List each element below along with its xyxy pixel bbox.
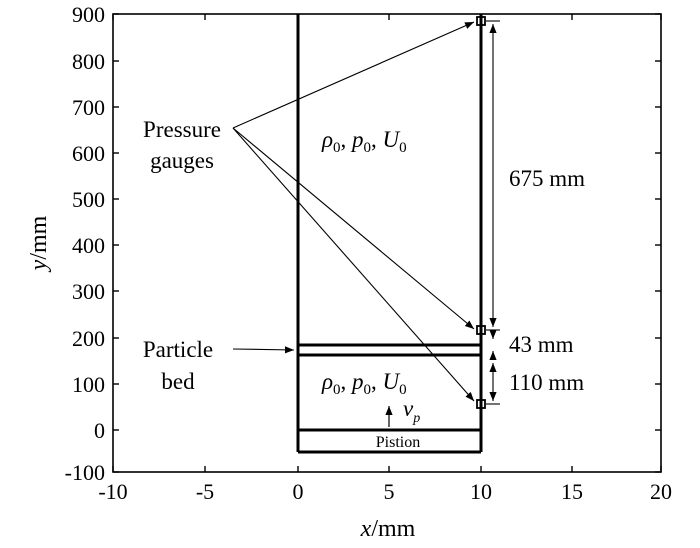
y-tick-label: 500 — [72, 187, 105, 212]
pressure-gauge-arrows — [232, 21, 475, 402]
pressure-gauge-middle — [476, 325, 486, 335]
y-tick-label: -100 — [65, 460, 105, 485]
piston-velocity-label: vp — [403, 396, 420, 426]
y-tick-label: 800 — [72, 49, 105, 74]
upper-gas-state: ρ0, p0, U0 — [321, 127, 407, 156]
y-tick-labels: 900 800 700 600 500 400 300 200 100 0 -1… — [65, 2, 105, 485]
pressure-gauges-label-line2: gauges — [150, 148, 214, 173]
piston-label: Pistion — [376, 434, 420, 451]
y-tick-label: 600 — [72, 141, 105, 166]
x-tick-label: 15 — [561, 479, 583, 504]
dimension-675-label: 675 mm — [509, 166, 585, 191]
plot-frame — [112, 13, 662, 473]
dimension-43-label: 43 mm — [509, 332, 574, 357]
particle-bed-arrow — [232, 346, 295, 354]
y-tick-label: 700 — [72, 95, 105, 120]
x-axis-label: x/mm — [360, 516, 416, 542]
x-axis-ticks — [112, 14, 662, 472]
x-tick-label: -10 — [98, 479, 127, 504]
lower-gas-state: ρ0, p0, U0 — [321, 369, 407, 398]
y-tick-label: 0 — [94, 418, 105, 443]
x-tick-label: 10 — [470, 479, 492, 504]
dimension-lines — [486, 20, 500, 405]
y-tick-label: 300 — [72, 279, 105, 304]
y-axis-ticks — [113, 13, 661, 473]
x-tick-labels: -10 -5 0 5 10 15 20 — [98, 479, 672, 504]
x-tick-label: 5 — [384, 479, 395, 504]
pressure-gauge-top — [476, 16, 486, 26]
y-axis-label: y/mm — [26, 215, 52, 272]
particle-bed-label-line2: bed — [161, 369, 195, 394]
x-tick-label: -5 — [196, 479, 214, 504]
y-tick-label: 200 — [72, 326, 105, 351]
y-tick-label: 400 — [72, 233, 105, 258]
dimension-110-label: 110 mm — [509, 370, 584, 395]
pressure-gauges-label-line1: Pressure — [143, 117, 221, 142]
y-tick-label: 900 — [72, 2, 105, 27]
x-tick-label: 0 — [293, 479, 304, 504]
x-tick-label: 20 — [650, 479, 672, 504]
pressure-gauge-bottom — [476, 399, 486, 409]
y-tick-label: 100 — [72, 372, 105, 397]
particle-bed-label-line1: Particle — [143, 337, 213, 362]
